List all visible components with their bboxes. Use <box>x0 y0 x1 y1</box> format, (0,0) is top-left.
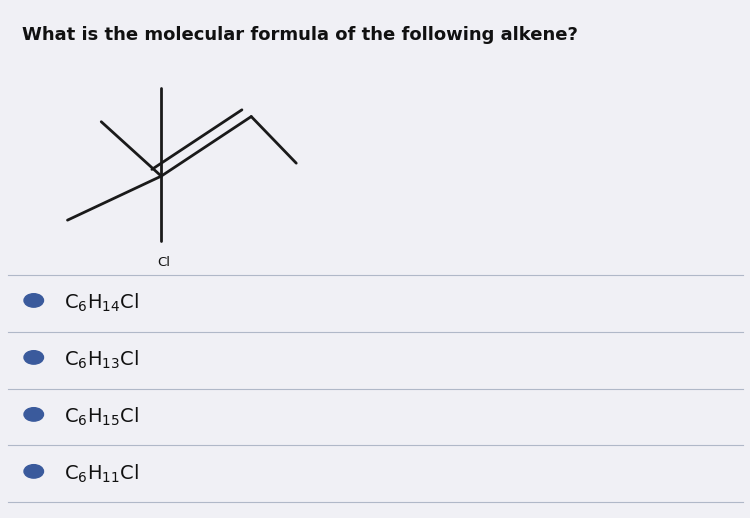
Text: $\mathregular{C_6H_{15}Cl}$: $\mathregular{C_6H_{15}Cl}$ <box>64 406 139 428</box>
Text: $\mathregular{C_6H_{14}Cl}$: $\mathregular{C_6H_{14}Cl}$ <box>64 292 139 314</box>
Circle shape <box>24 408 44 421</box>
Text: Cl: Cl <box>157 256 170 269</box>
Text: $\mathregular{C_6H_{11}Cl}$: $\mathregular{C_6H_{11}Cl}$ <box>64 463 139 485</box>
Text: $\mathregular{C_6H_{13}Cl}$: $\mathregular{C_6H_{13}Cl}$ <box>64 349 139 371</box>
Circle shape <box>24 465 44 478</box>
Circle shape <box>24 351 44 364</box>
Text: What is the molecular formula of the following alkene?: What is the molecular formula of the fol… <box>22 26 578 44</box>
Circle shape <box>24 294 44 307</box>
